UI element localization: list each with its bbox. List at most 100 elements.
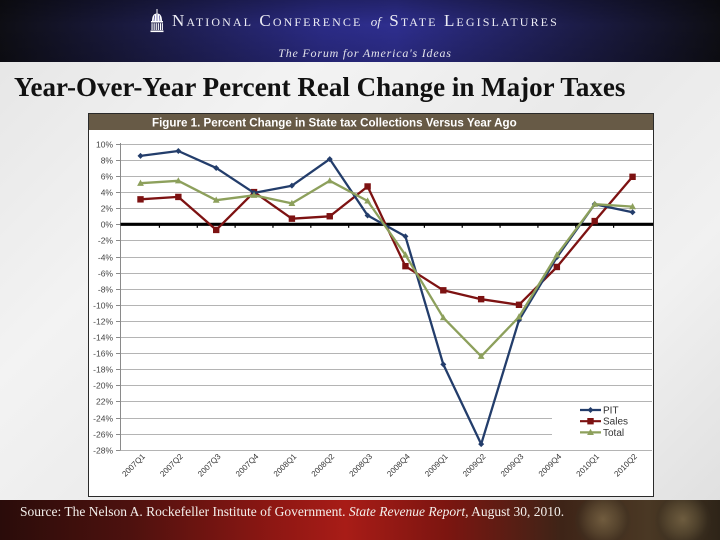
y-tick-label: -12%: [93, 317, 113, 327]
slide-title: Year-Over-Year Percent Real Change in Ma…: [14, 72, 626, 102]
x-tick-label: 2007Q1: [120, 452, 147, 479]
organization-name: National Conference of State Legislature…: [172, 11, 559, 31]
data-point-pit: [213, 164, 220, 171]
footer-banner: Source: The Nelson A. Rockefeller Instit…: [0, 500, 720, 540]
data-point-sales: [440, 287, 447, 294]
legend-marker-triangle: [587, 428, 594, 435]
chart-title-bar: [89, 114, 653, 130]
y-tick-label: -10%: [93, 301, 113, 311]
x-tick-label: 2010Q2: [612, 452, 639, 479]
gridlines: [120, 144, 652, 451]
data-point-total: [515, 313, 523, 320]
org-name-connector: of: [370, 14, 381, 29]
y-tick-label: 10%: [96, 140, 113, 150]
source-prefix: Source: The Nelson A. Rockefeller Instit…: [20, 504, 349, 519]
data-point-sales: [629, 173, 636, 181]
data-point-total: [288, 199, 296, 206]
data-point-sales: [515, 301, 523, 308]
y-tick-label: 6%: [101, 172, 114, 182]
y-tick-label: -2%: [98, 236, 114, 246]
y-tick-label: -16%: [93, 349, 113, 359]
data-point-sales: [213, 226, 220, 234]
data-point-pit: [326, 156, 333, 163]
data-point-pit: [288, 182, 295, 189]
y-tick-label: -14%: [93, 333, 113, 343]
x-tick-label: 2010Q1: [575, 452, 602, 479]
y-tick-label: -20%: [93, 381, 113, 391]
y-tick-label: -24%: [93, 414, 113, 424]
x-tick-label: 2009Q4: [537, 452, 564, 479]
x-tick-label: 2008Q4: [385, 452, 412, 479]
y-axis-ticks: 10% 8% 6% 4% 2% 0% -2% -4% -6% -8% -10% -12% -14% -16…: [93, 140, 121, 456]
data-point-total: [553, 251, 561, 258]
capitol-dome-image: [655, 500, 711, 540]
x-tick-label: 2007Q2: [158, 452, 185, 479]
capitol-dome-logo-icon: [150, 9, 164, 33]
y-tick-label: -18%: [93, 365, 113, 375]
source-date: August 30, 2010.: [468, 504, 565, 519]
y-tick-label: -4%: [98, 253, 114, 263]
data-point-sales: [288, 215, 296, 222]
x-tick-label: 2008Q2: [310, 452, 337, 479]
chart-title: Figure 1. Percent Change in State tax Co…: [152, 117, 517, 130]
data-point-pit: [440, 361, 447, 368]
data-point-total: [137, 179, 144, 186]
y-tick-label: 4%: [101, 188, 114, 198]
data-point-sales: [402, 262, 409, 270]
data-point-total: [250, 191, 258, 198]
data-point-total: [364, 197, 371, 204]
line-chart: Figure 1. Percent Change in State tax Co…: [89, 114, 653, 479]
series-line-total: [140, 179, 633, 358]
data-point-total: [326, 177, 334, 184]
y-tick-label: 0%: [101, 220, 114, 230]
data-point-pit: [137, 152, 144, 159]
chart-figure: Figure 1. Percent Change in State tax Co…: [88, 113, 654, 497]
series-total: [137, 177, 636, 359]
legend-label: Total: [603, 428, 624, 439]
data-point-sales: [591, 217, 598, 225]
x-tick-label: 2009Q1: [423, 452, 450, 479]
org-name-part1: National Conference: [172, 11, 363, 30]
data-point-sales: [326, 213, 333, 220]
data-point-total: [212, 196, 220, 203]
series-group: [137, 148, 636, 448]
org-name-part2: State Legislatures: [389, 11, 559, 30]
tagline: The Forum for America's Ideas: [278, 46, 452, 60]
data-point-total: [174, 177, 182, 184]
y-tick-label: -8%: [98, 285, 114, 295]
data-point-total: [439, 314, 447, 321]
legend-marker-diamond: [587, 407, 594, 413]
y-tick-label: -26%: [93, 430, 113, 440]
x-tick-label: 2009Q2: [461, 452, 488, 479]
y-tick-label: 8%: [101, 156, 114, 166]
legend-label: Sales: [603, 417, 628, 428]
source-report-title: State Revenue Report,: [348, 504, 469, 519]
data-point-pit: [478, 441, 485, 448]
x-axis-labels: 2007Q1 2007Q2 2007Q3 2007Q4 2008Q1 2008Q2 2008…: [120, 452, 639, 479]
x-tick-label: 2007Q4: [234, 452, 261, 479]
x-tick-label: 2008Q1: [272, 452, 299, 479]
data-point-pit: [175, 148, 182, 155]
data-point-total: [629, 202, 636, 210]
y-tick-label: 2%: [101, 204, 114, 214]
data-point-sales: [364, 183, 371, 190]
x-tick-label: 2007Q3: [196, 452, 223, 479]
legend-item-sales: Sales: [580, 417, 628, 428]
header-banner: National Conference of State Legislature…: [0, 0, 720, 62]
x-tick-label: 2008Q3: [348, 452, 375, 479]
capitol-dome-image: [575, 500, 631, 540]
data-point-total: [591, 200, 599, 207]
data-point-pit: [629, 209, 636, 216]
y-tick-label: -28%: [93, 446, 113, 456]
legend-label: PIT: [603, 406, 619, 417]
data-point-sales: [175, 193, 182, 201]
data-point-pit: [364, 212, 371, 219]
data-point-sales: [137, 196, 144, 203]
series-line-pit: [140, 149, 633, 446]
x-tick-label: 2009Q3: [499, 452, 526, 479]
legend-item-pit: PIT: [580, 406, 619, 417]
source-citation: Source: The Nelson A. Rockefeller Instit…: [20, 504, 564, 520]
data-point-pit: [402, 233, 409, 240]
data-point-total: [477, 352, 485, 359]
